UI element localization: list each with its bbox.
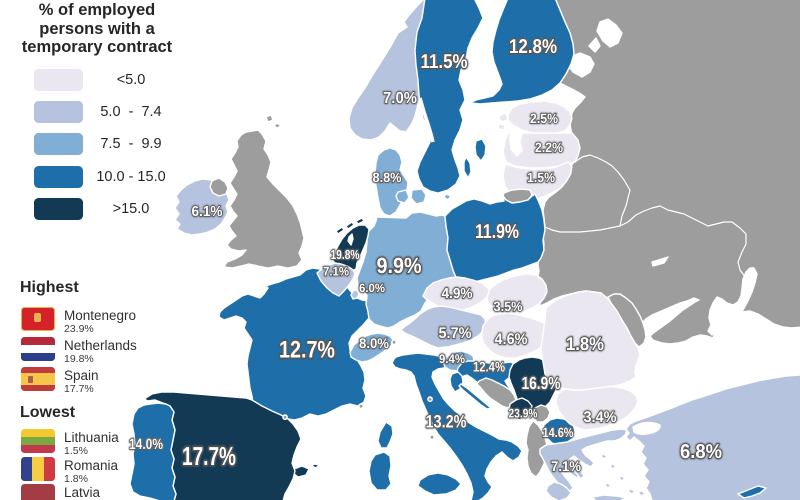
svg-text:4.9%: 4.9% — [442, 286, 473, 302]
svg-text:6.8%: 6.8% — [680, 441, 722, 463]
svg-text:6.0%: 6.0% — [359, 281, 385, 295]
svg-text:9.4%: 9.4% — [439, 352, 465, 366]
svg-text:12.7%: 12.7% — [279, 337, 335, 364]
svg-text:12.4%: 12.4% — [473, 359, 505, 375]
svg-text:3.4%: 3.4% — [584, 409, 617, 426]
svg-text:6.1%: 6.1% — [192, 204, 223, 220]
svg-text:7.1%: 7.1% — [323, 265, 349, 279]
svg-text:7.1%: 7.1% — [551, 458, 582, 474]
svg-text:19.8%: 19.8% — [331, 247, 360, 262]
svg-text:11.9%: 11.9% — [475, 221, 519, 243]
svg-text:23.9%: 23.9% — [509, 407, 538, 421]
svg-text:9.9%: 9.9% — [377, 253, 422, 278]
svg-text:8.0%: 8.0% — [359, 335, 390, 351]
svg-text:7.1%: 7.1% — [551, 458, 582, 474]
svg-text:1.8%: 1.8% — [566, 333, 604, 354]
svg-text:14.0%: 14.0% — [129, 436, 163, 453]
svg-text:4.9%: 4.9% — [442, 286, 473, 302]
svg-text:6.1%: 6.1% — [192, 204, 223, 220]
svg-text:3.5%: 3.5% — [494, 299, 523, 314]
svg-text:5.7%: 5.7% — [439, 325, 472, 342]
svg-text:14.6%: 14.6% — [543, 425, 574, 440]
svg-text:12.7%: 12.7% — [279, 337, 335, 364]
svg-text:1.5%: 1.5% — [527, 170, 555, 185]
svg-text:8.0%: 8.0% — [359, 335, 390, 351]
svg-text:2.5%: 2.5% — [530, 111, 558, 126]
svg-text:12.8%: 12.8% — [509, 36, 557, 58]
svg-text:7.1%: 7.1% — [323, 265, 349, 279]
svg-text:9.4%: 9.4% — [439, 352, 465, 366]
svg-text:17.7%: 17.7% — [182, 441, 236, 471]
svg-text:11.5%: 11.5% — [421, 51, 468, 73]
svg-text:13.2%: 13.2% — [426, 412, 467, 432]
svg-text:7.0%: 7.0% — [383, 90, 417, 107]
svg-text:4.6%: 4.6% — [495, 331, 528, 348]
svg-text:19.8%: 19.8% — [331, 247, 360, 262]
svg-text:14.0%: 14.0% — [129, 436, 163, 453]
svg-text:12.4%: 12.4% — [473, 359, 505, 375]
svg-text:8.8%: 8.8% — [373, 170, 402, 185]
svg-text:4.6%: 4.6% — [495, 331, 528, 348]
svg-text:2.5%: 2.5% — [530, 111, 558, 126]
svg-text:6.8%: 6.8% — [680, 441, 722, 463]
svg-text:11.9%: 11.9% — [475, 221, 519, 243]
svg-text:14.6%: 14.6% — [543, 425, 574, 440]
svg-text:2.2%: 2.2% — [535, 140, 563, 155]
svg-text:2.2%: 2.2% — [535, 140, 563, 155]
svg-text:9.9%: 9.9% — [377, 253, 422, 278]
svg-text:7.0%: 7.0% — [383, 90, 417, 107]
svg-text:17.7%: 17.7% — [182, 441, 236, 471]
svg-text:16.9%: 16.9% — [522, 373, 561, 393]
svg-text:1.8%: 1.8% — [566, 333, 604, 354]
svg-text:5.7%: 5.7% — [439, 325, 472, 342]
svg-text:16.9%: 16.9% — [522, 373, 561, 393]
svg-text:23.9%: 23.9% — [509, 407, 538, 421]
svg-text:3.5%: 3.5% — [494, 299, 523, 314]
svg-text:12.8%: 12.8% — [509, 36, 557, 58]
svg-text:8.8%: 8.8% — [373, 170, 402, 185]
svg-text:13.2%: 13.2% — [426, 412, 467, 432]
svg-text:1.5%: 1.5% — [527, 170, 555, 185]
svg-text:3.4%: 3.4% — [584, 409, 617, 426]
svg-text:11.5%: 11.5% — [421, 51, 468, 73]
svg-text:6.0%: 6.0% — [359, 281, 385, 295]
